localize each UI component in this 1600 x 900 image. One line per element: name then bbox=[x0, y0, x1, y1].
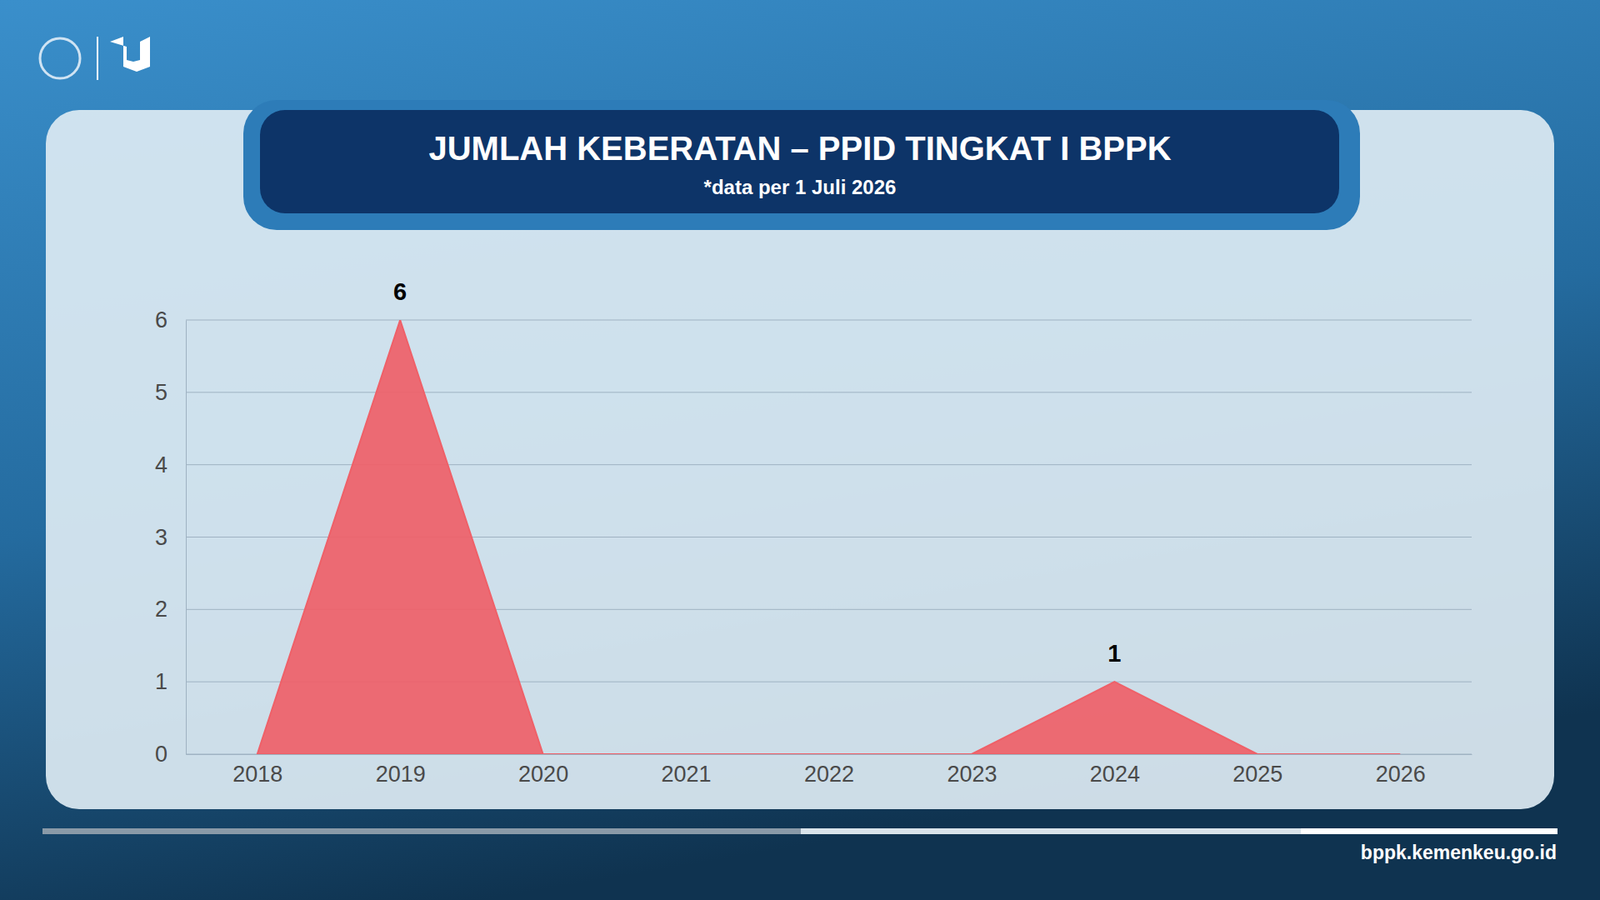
x-tick-label: 2018 bbox=[232, 761, 283, 787]
y-tick-label: 6 bbox=[155, 307, 168, 333]
y-tick: 2 bbox=[155, 596, 186, 622]
x-axis-line bbox=[186, 754, 1473, 755]
x-tick-label: 2026 bbox=[1375, 761, 1426, 787]
grid bbox=[185, 320, 1472, 755]
data-label: 6 bbox=[393, 278, 407, 305]
logo-divider bbox=[96, 36, 99, 80]
plot-area bbox=[257, 320, 1401, 755]
x-tick-label: 2025 bbox=[1232, 761, 1283, 787]
x-tick: 2022 bbox=[804, 754, 855, 787]
y-tick-label: 4 bbox=[155, 452, 168, 478]
x-axis: 2018 2019 2020 2021 2022 2023 2024 2025 2026 bbox=[186, 754, 1473, 787]
logo-mark bbox=[110, 36, 150, 72]
background bbox=[0, 0, 1600, 900]
y-tick: 4 bbox=[155, 452, 186, 478]
chart-subtitle: *data per 1 Juli 2026 bbox=[704, 175, 897, 199]
y-axis: 0 1 2 3 4 5 6 bbox=[155, 307, 187, 767]
x-tick: 2024 bbox=[1090, 754, 1140, 787]
y-tick-label: 3 bbox=[155, 525, 168, 550]
x-tick: 2025 bbox=[1232, 754, 1283, 787]
x-tick-label: 2022 bbox=[804, 761, 855, 787]
y-tick-label: 2 bbox=[155, 596, 168, 622]
x-tick: 2018 bbox=[232, 754, 283, 787]
logo bbox=[40, 36, 150, 80]
x-tick: 2020 bbox=[518, 754, 569, 787]
footer-bar bbox=[800, 828, 1301, 835]
chart-title: JUMLAH KEBERATAN – PPID TINGKAT I BPPK bbox=[428, 130, 1171, 167]
x-tick: 2021 bbox=[661, 754, 712, 787]
y-tick-label: 5 bbox=[155, 380, 168, 405]
x-tick-label: 2024 bbox=[1090, 761, 1140, 787]
y-tick: 0 bbox=[155, 741, 186, 767]
chart-canvas: JUMLAH KEBERATAN – PPID TINGKAT I BPPK *d… bbox=[0, 0, 1600, 900]
grid-line bbox=[185, 320, 1472, 321]
y-tick-label: 1 bbox=[155, 669, 168, 695]
y-tick: 6 bbox=[155, 307, 186, 333]
logo-emblem bbox=[40, 38, 80, 79]
x-tick-label: 2019 bbox=[375, 761, 426, 787]
x-tick-label: 2021 bbox=[661, 761, 712, 787]
x-tick: 2026 bbox=[1375, 754, 1426, 787]
title-tab bbox=[243, 100, 1360, 230]
y-tick: 3 bbox=[155, 525, 186, 550]
x-tick: 2023 bbox=[946, 754, 997, 787]
title-banner bbox=[260, 110, 1340, 214]
footer-bar bbox=[1300, 828, 1558, 835]
footer-bar bbox=[42, 828, 801, 835]
data-label: 1 bbox=[1107, 640, 1121, 667]
area bbox=[257, 320, 1401, 755]
y-tick-label: 0 bbox=[155, 741, 168, 767]
footer-text: bppk.kemenkeu.go.id bbox=[1360, 841, 1557, 864]
y-tick: 1 bbox=[155, 669, 186, 695]
x-tick-label: 2023 bbox=[946, 761, 997, 787]
y-axis-line bbox=[185, 320, 187, 755]
x-tick-label: 2020 bbox=[518, 761, 569, 787]
data-labels: 61 bbox=[393, 278, 1121, 667]
x-tick: 2019 bbox=[375, 754, 426, 787]
y-tick: 5 bbox=[155, 380, 186, 405]
